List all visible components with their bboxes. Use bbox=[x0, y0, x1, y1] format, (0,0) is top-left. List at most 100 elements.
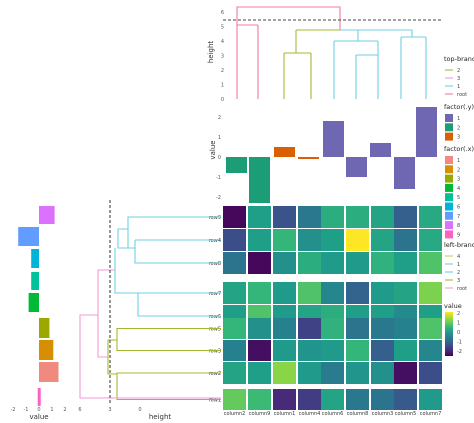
legend-factor-x-label: 6 bbox=[457, 205, 460, 211]
top-annotation-bar bbox=[370, 143, 391, 157]
legends: top-branch 2 3 1 root factor(.y) 1 2 3 factor(.x)… bbox=[444, 55, 474, 356]
heatmap-cell bbox=[298, 206, 321, 228]
heatmap-cell bbox=[298, 340, 321, 361]
top-bars-tick-label: -1 bbox=[216, 175, 221, 181]
heatmap-cell bbox=[273, 229, 296, 251]
heatmap-cell bbox=[346, 389, 369, 410]
heatmap-cell bbox=[298, 318, 321, 339]
heatmap-cell bbox=[248, 389, 271, 410]
top-annotation-bar bbox=[323, 121, 344, 157]
heatmap-cell bbox=[394, 340, 417, 361]
column-label: column8 bbox=[347, 411, 369, 417]
legend-left-branch-title: left-branch bbox=[444, 241, 474, 249]
column-label: column4 bbox=[299, 411, 321, 417]
heatmap-cell bbox=[346, 206, 369, 228]
top-annotation-bar bbox=[416, 107, 437, 157]
left-bars-tick-label: -1 bbox=[24, 407, 29, 413]
heatmap-cell bbox=[419, 252, 442, 274]
heatmap-cell bbox=[248, 229, 271, 251]
top-bars-tick-label: 1 bbox=[218, 135, 221, 141]
legend-top-branch-label: 1 bbox=[457, 84, 460, 90]
left-dendrogram: 6 3 0 height bbox=[78, 200, 221, 421]
legend-left-branch-label: root bbox=[457, 286, 467, 292]
legend-value-tick-label: 0 bbox=[457, 330, 460, 336]
legend-left-branch-label: 2 bbox=[457, 270, 460, 276]
left-annotation-bar bbox=[31, 272, 39, 290]
row-label: row2 bbox=[209, 371, 221, 377]
top-annotation-bars: 2 1 0 -1 -2 value bbox=[209, 107, 437, 203]
heatmap-cell bbox=[346, 340, 369, 361]
left-annotation-bar bbox=[28, 293, 39, 312]
legend-factor-x-label: 1 bbox=[457, 158, 460, 164]
left-dendrogram-branch bbox=[79, 314, 221, 399]
heatmap-cell bbox=[321, 252, 344, 274]
legend-factor-x-key bbox=[445, 156, 453, 164]
legend-factor-x-key bbox=[445, 211, 453, 220]
left-dendrogram-tick-label: 0 bbox=[138, 407, 141, 413]
heatmap-cell bbox=[394, 282, 417, 304]
heatmap-cell bbox=[223, 389, 246, 410]
heatmap-cell bbox=[298, 362, 321, 384]
column-label: column9 bbox=[249, 411, 271, 417]
heatmap-cell bbox=[223, 362, 246, 384]
heatmap-cell bbox=[321, 362, 344, 384]
column-label: column5 bbox=[395, 411, 417, 417]
left-dendrogram-axis-title: height bbox=[149, 413, 172, 421]
heatmap-cell bbox=[419, 340, 442, 361]
row-label: row6 bbox=[209, 314, 221, 320]
legend-top-branch-label: 2 bbox=[457, 68, 460, 74]
legend-factor-y-label: 3 bbox=[457, 135, 460, 141]
left-dendrogram-branch bbox=[116, 327, 221, 352]
heatmap-cell bbox=[371, 318, 394, 339]
heatmap-cell bbox=[321, 318, 344, 339]
heatmap-cell bbox=[273, 362, 296, 384]
top-dendrogram-axis-title: height bbox=[207, 41, 215, 64]
heatmap-cell bbox=[273, 389, 296, 410]
left-dendrogram-branch bbox=[127, 216, 221, 229]
legend-factor-x-key bbox=[445, 202, 453, 211]
left-bars-tick-label: -2 bbox=[11, 407, 16, 413]
heatmap-cell bbox=[223, 229, 246, 251]
top-dendrogram-branch bbox=[385, 29, 413, 37]
heatmap-cell bbox=[223, 252, 246, 274]
top-annotation-bar bbox=[298, 157, 319, 159]
top-annotation-bar bbox=[346, 157, 367, 177]
heatmap-cell bbox=[298, 389, 321, 410]
heatmap-cell bbox=[419, 362, 442, 384]
top-dendrogram-tick-label: 0 bbox=[221, 97, 224, 103]
legend-factor-x-key bbox=[445, 165, 453, 174]
heatmap-cell bbox=[321, 340, 344, 361]
heatmap-cell bbox=[346, 252, 369, 274]
left-dendrogram-branch bbox=[117, 228, 135, 249]
heatmap-cell bbox=[371, 252, 394, 274]
left-dendrogram-tick-label: 6 bbox=[78, 407, 81, 413]
row-label: row7 bbox=[209, 291, 221, 297]
heatmap-cell bbox=[223, 282, 246, 304]
left-bars-tick-label: 2 bbox=[63, 407, 66, 413]
heatmap-cell bbox=[394, 389, 417, 410]
heatmap-cell bbox=[298, 229, 321, 251]
column-label: column6 bbox=[322, 411, 344, 417]
top-dendrogram-tick-label: 5 bbox=[221, 25, 224, 31]
heatmap-cell bbox=[346, 362, 369, 384]
heatmap-cell bbox=[419, 282, 442, 304]
row-label: row5 bbox=[209, 327, 221, 333]
heatmap-cell bbox=[371, 229, 394, 251]
left-annotation-bar bbox=[37, 388, 41, 406]
legend-factor-x-label: 3 bbox=[457, 177, 460, 183]
heatmap-cell bbox=[223, 206, 246, 228]
left-bars-axis-title: value bbox=[29, 413, 48, 421]
heatmap-cell bbox=[346, 318, 369, 339]
legend-left-branch-label: 1 bbox=[457, 262, 460, 268]
column-label: column2 bbox=[224, 411, 246, 417]
left-annotation-bar bbox=[39, 318, 50, 338]
top-dendrogram-tick-label: 2 bbox=[221, 68, 224, 74]
legend-factor-x-label: 9 bbox=[457, 232, 460, 238]
heatmap-cell bbox=[248, 362, 271, 384]
heatmap-cell bbox=[273, 252, 296, 274]
top-dendrogram-tick-label: 4 bbox=[221, 39, 224, 45]
legend-top-branch-label: 3 bbox=[457, 76, 460, 82]
legend-left-branch-label: 3 bbox=[457, 278, 460, 284]
top-annotation-bar bbox=[394, 157, 415, 189]
heatmap-cell bbox=[371, 340, 394, 361]
